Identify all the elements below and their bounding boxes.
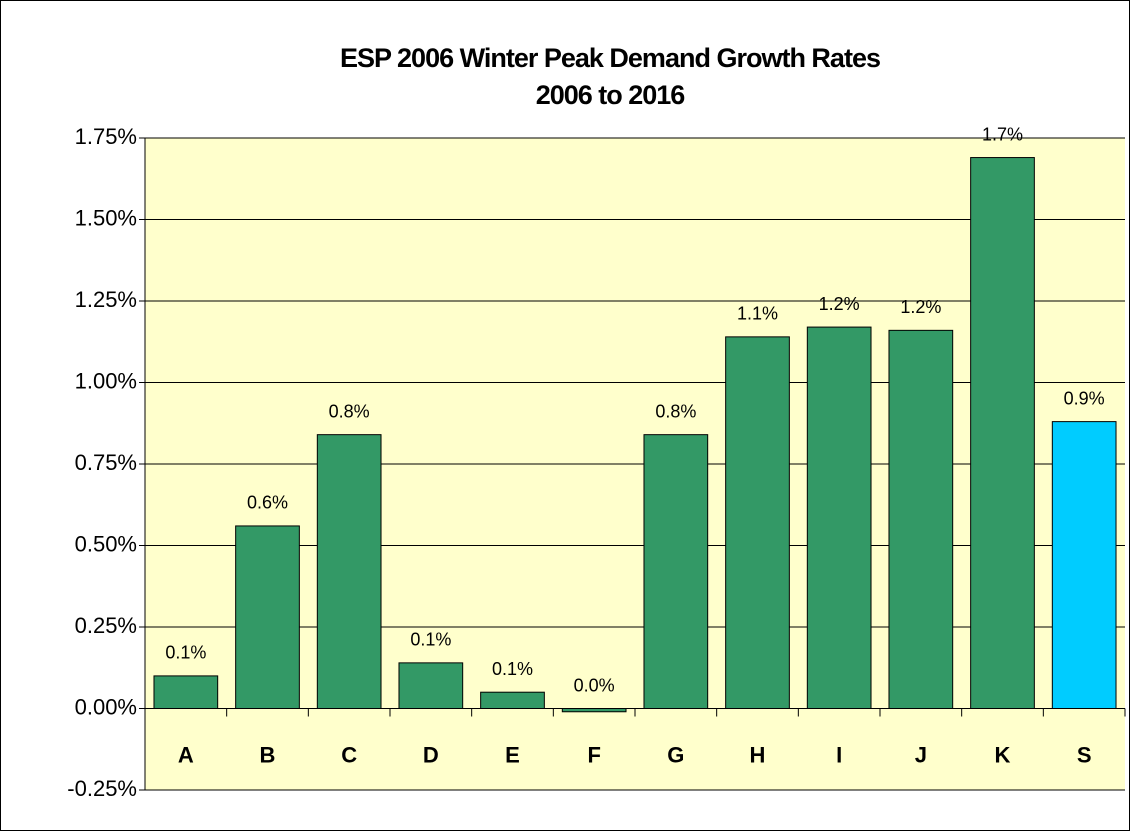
- bar: [643, 434, 709, 709]
- data-label: 0.1%: [410, 630, 451, 650]
- y-tick-label: 1.50%: [75, 205, 137, 230]
- y-tick-label: 0.25%: [75, 613, 137, 638]
- x-tick-label: C: [341, 742, 357, 767]
- x-tick-label: H: [750, 742, 766, 767]
- x-tick-label: K: [995, 742, 1011, 767]
- bar: [725, 336, 790, 709]
- bar: [806, 326, 872, 709]
- bar: [316, 434, 382, 709]
- data-label: 0.9%: [1064, 388, 1105, 408]
- y-tick-label: 1.75%: [75, 124, 137, 149]
- data-label: 0.0%: [574, 675, 615, 695]
- x-tick-label: F: [587, 742, 600, 767]
- data-label: 0.6%: [247, 493, 288, 513]
- chart-subtitle: 2006 to 2016: [536, 80, 686, 110]
- bar: [970, 157, 1035, 709]
- data-label: 0.1%: [492, 659, 533, 679]
- x-tick-label: B: [260, 742, 276, 767]
- y-tick-label: 0.00%: [75, 694, 137, 719]
- chart-title: ESP 2006 Winter Peak Demand Growth Rates: [340, 43, 880, 73]
- data-label: 0.8%: [655, 401, 696, 421]
- data-label: 1.7%: [982, 124, 1023, 144]
- data-label: 1.1%: [737, 304, 778, 324]
- bar: [398, 662, 464, 709]
- x-tick-label: D: [423, 742, 439, 767]
- data-label: 0.8%: [329, 401, 370, 421]
- bar: [235, 525, 300, 709]
- bar: [153, 675, 219, 710]
- y-tick-label: 1.25%: [75, 287, 137, 312]
- data-label: 1.2%: [900, 297, 941, 317]
- y-tick-label: 0.75%: [75, 450, 137, 475]
- x-tick-label: G: [667, 742, 684, 767]
- bar: [561, 708, 627, 713]
- bar: [888, 329, 954, 709]
- data-label: 0.1%: [165, 643, 206, 663]
- data-label: 1.2%: [819, 294, 860, 314]
- x-tick-label: I: [836, 742, 842, 767]
- x-tick-label: E: [505, 742, 520, 767]
- bar: [480, 691, 545, 710]
- y-tick-label: 0.50%: [75, 531, 137, 556]
- y-tick-label: -0.25%: [67, 776, 137, 801]
- x-tick-label: J: [915, 742, 927, 767]
- y-tick-label: 1.00%: [75, 368, 137, 393]
- x-tick-label: S: [1077, 742, 1092, 767]
- x-tick-label: A: [178, 742, 194, 767]
- bar: [1051, 421, 1117, 709]
